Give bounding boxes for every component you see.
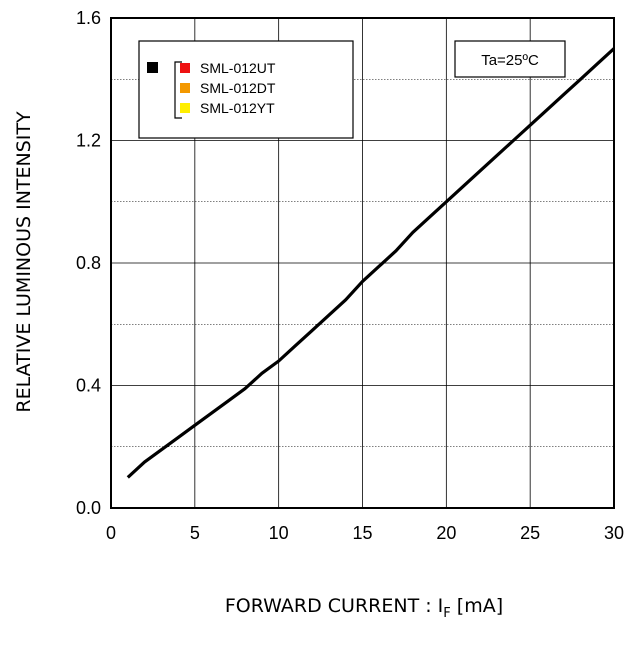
legend-bracket	[174, 61, 182, 119]
y-tick-labels: 0.0 0.4 0.8 1.2 1.6	[76, 8, 101, 518]
legend-swatch	[180, 103, 190, 113]
y-tick-label: 0.8	[76, 253, 101, 273]
x-tick-label: 30	[604, 523, 624, 543]
x-axis-title-subscript: F	[443, 606, 450, 621]
y-tick-label: 0.4	[76, 376, 101, 396]
annotation-text: Ta=25ºC	[481, 52, 539, 69]
legend-series-marker	[147, 62, 158, 73]
x-tick-label: 10	[269, 523, 289, 543]
x-tick-label: 15	[352, 523, 372, 543]
legend-label: SML-012YT	[200, 100, 275, 116]
legend-swatch	[180, 63, 190, 73]
y-tick-label: 1.6	[76, 8, 101, 28]
x-tick-label: 25	[520, 523, 540, 543]
legend-label: SML-012UT	[200, 60, 276, 76]
y-tick-label: 1.2	[76, 131, 101, 151]
y-tick-label: 0.0	[76, 498, 101, 518]
x-tick-labels: 0 5 10 15 20 25 30	[106, 523, 624, 543]
x-axis-title-main: FORWARD CURRENT : I	[225, 595, 443, 617]
x-axis-title-unit: [mA]	[451, 595, 503, 617]
x-axis-title: FORWARD CURRENT : IF [mA]	[225, 595, 503, 621]
legend-swatch	[180, 83, 190, 93]
x-tick-label: 0	[106, 523, 116, 543]
plot-frame	[110, 17, 615, 509]
x-tick-label: 5	[190, 523, 200, 543]
x-tick-label: 20	[436, 523, 456, 543]
legend-box	[138, 40, 354, 139]
series-line	[126, 47, 616, 479]
legend-label: SML-012DT	[200, 80, 276, 96]
annotation-box: Ta=25ºC	[454, 40, 566, 78]
legend: SML-012UT SML-012DT SML-012YT	[138, 40, 354, 139]
y-axis-title: RELATIVE LUMINOUS INTENSITY	[13, 111, 35, 413]
